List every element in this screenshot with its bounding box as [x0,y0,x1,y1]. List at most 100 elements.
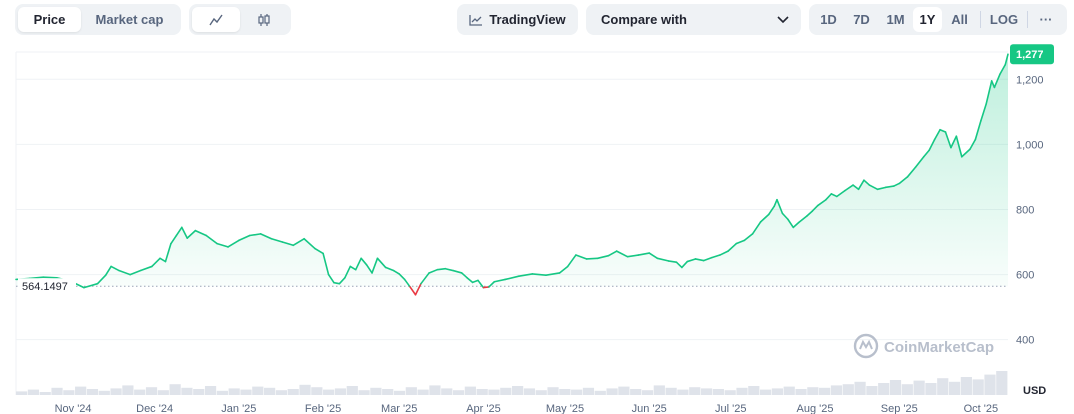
price-area-fill [16,54,1008,295]
compare-with-dropdown[interactable]: Compare with [586,4,801,35]
price-line-segment [993,73,1001,89]
price-line-segment [852,184,860,191]
candlestick-chart-button[interactable] [240,7,288,32]
volume-bar [405,387,417,395]
price-line-segment [844,184,854,192]
price-line-segment [566,254,577,268]
range-all-button[interactable]: All [951,12,968,27]
x-tick-label: Mar '25 [381,403,417,414]
volume-bar [972,379,984,395]
price-line-segment [194,229,208,237]
volume-bar [51,387,63,395]
price-line-segment [238,234,251,242]
volume-bar [760,389,772,395]
range-divider [980,11,981,28]
range-1d-button[interactable]: 1D [820,12,837,27]
price-line-segment [906,166,917,178]
price-line-segment [392,269,401,275]
price-line-segment [104,265,112,277]
price-line-segment [164,242,172,263]
price-tab[interactable]: Price [18,7,81,32]
price-line-segment [420,272,430,285]
price-line-segment [151,257,161,268]
y-tick-label: 800 [1016,204,1034,216]
more-options-button[interactable]: ··· [1031,7,1061,32]
price-line-segment [835,189,846,198]
price-line-segment [944,131,952,149]
volume-bar [264,387,276,395]
volume-bar [476,389,488,395]
price-line-segment [42,276,58,279]
price-line-segment [314,247,324,255]
price-line-segment [960,148,971,158]
price-line-segment [248,233,262,237]
baseline-value-label: 564.1497 [22,281,68,293]
x-tick-label: Nov '24 [55,403,92,414]
price-line-segment [768,205,776,216]
price-line-segment [626,254,640,258]
x-tick-label: Jun '25 [632,403,667,414]
range-1m-button[interactable]: 1M [886,12,905,27]
volume-bar [122,385,134,395]
y-tick-label: 600 [1016,270,1034,282]
volume-bar [996,371,1008,395]
tradingview-label: TradingView [489,12,566,27]
volume-bar [287,389,299,395]
volume-bar [145,387,158,395]
price-line-segment [990,80,996,89]
x-tick-label: Feb '25 [305,403,341,414]
volume-bar [346,386,358,395]
price-line-segment [615,250,629,258]
price-line-segment [205,234,218,245]
price-line-segment [531,273,547,277]
price-line-segment [227,239,240,248]
volume-bar [370,387,382,395]
price-line-segment [985,80,993,105]
line-chart-button[interactable] [192,7,240,32]
tradingview-icon [469,14,483,26]
volume-bar [382,389,394,395]
price-line-segment [727,242,738,252]
price-line-segment [281,241,295,247]
volume-bar [937,378,949,395]
price-line-segment [681,260,689,269]
price-line-segment [656,257,670,262]
price-line-segment [825,193,833,201]
tradingview-button[interactable]: TradingView [457,4,578,35]
volume-bar [795,389,807,395]
more-icon: ··· [1039,12,1053,27]
price-line-segment [110,265,121,272]
volume-bar [75,386,87,395]
price-line-segment [384,266,395,272]
log-scale-button[interactable]: LOG [989,12,1019,27]
x-tick-label: Aug '25 [797,403,834,414]
range-1y-button[interactable]: 1Y [913,7,942,32]
price-line-segment [898,176,909,185]
price-line-segment [428,268,439,274]
volume-bar [771,388,784,395]
price-line-segment [558,265,569,274]
volume-bar [677,389,689,395]
compare-with-label: Compare with [601,12,687,27]
price-line-segment [675,261,683,269]
price-line-segment [83,282,99,289]
price-chart[interactable]: CoinMarketCap 564.1497 400 600 800 1,000 1,2… [0,40,1074,414]
price-line-segment [759,213,770,223]
current-price-label: 1,277 [1016,49,1044,61]
price-line-segment [868,184,879,191]
price-line-segment [914,155,925,168]
volume-bar [547,387,559,395]
volume-bar [358,390,370,395]
volume-bar [571,389,583,395]
x-tick-label: Sep '25 [881,403,918,414]
volume-bar [878,383,890,395]
volume-bar [275,390,288,395]
marketcap-tab[interactable]: Market cap [95,12,164,27]
range-7d-button[interactable]: 7D [853,12,870,27]
price-line-segment [980,102,988,122]
coinmarketcap-watermark: CoinMarketCap [853,333,994,359]
volume-bar [559,389,571,395]
price-line-segment [710,254,721,259]
price-line-segment [292,237,305,247]
price-line-segment [816,198,827,207]
